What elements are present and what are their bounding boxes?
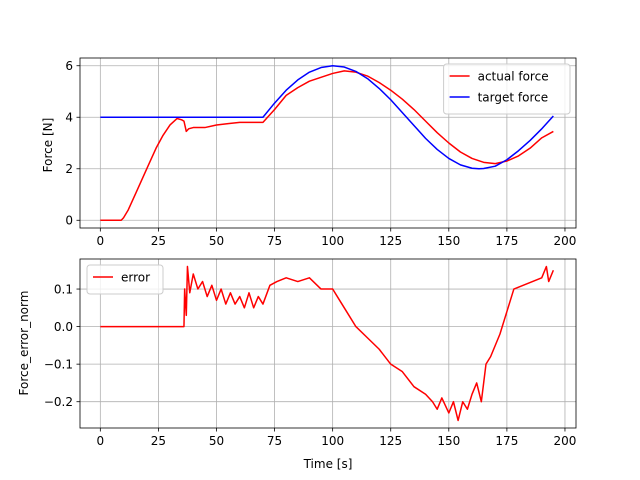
top-y-tick-label: 0	[65, 214, 73, 228]
bottom-x-tick-label: 0	[97, 434, 105, 448]
bottom-x-tick-label: 75	[267, 434, 282, 448]
bottom-x-tick-label: 125	[379, 434, 402, 448]
legend-entry-label: error	[121, 270, 150, 284]
top-y-axis-label: Force [N]	[41, 118, 55, 173]
bottom-x-tick-label: 150	[437, 434, 460, 448]
top-x-tick-label: 125	[379, 234, 402, 248]
series-line-target-force	[100, 64, 554, 170]
top-x-tick-label: 150	[437, 234, 460, 248]
bottom-x-axis-label: Time [s]	[303, 457, 353, 471]
legend-box	[86, 264, 164, 295]
top-x-tick-label: 25	[151, 234, 166, 248]
top-y-tick-label: 6	[65, 59, 73, 73]
bottom-x-tick-label: 200	[554, 434, 577, 448]
top-y-tick-label: 2	[65, 162, 73, 176]
series-line-actual-force	[100, 70, 554, 222]
top-x-tick-label: 175	[495, 234, 518, 248]
top-plot: Force [N] 0 25 50 75 100 125 150 175 200 0 2 4 6 actu…	[41, 57, 577, 248]
bottom-x-tick-label: 100	[321, 434, 344, 448]
legend-box	[443, 63, 571, 115]
series-line-error	[100, 265, 555, 422]
top-plot-frame	[79, 57, 577, 229]
bottom-x-tick-label: 25	[151, 434, 166, 448]
top-x-tick-label: 50	[209, 234, 224, 248]
legend-entry-label: actual force	[478, 69, 549, 83]
bottom-plot: Force_error_norm Time [s] 0 25 50 75 100 125 1…	[17, 258, 577, 471]
top-x-tick-label: 75	[267, 234, 282, 248]
top-x-tick-label: 200	[554, 234, 577, 248]
bottom-y-tick-label: 0.1	[54, 282, 73, 296]
bottom-y-tick-label: −0.1	[44, 357, 73, 371]
legend-entry-label: target force	[478, 90, 549, 104]
top-x-tick-label: 0	[97, 234, 105, 248]
top-legend: actual force target force	[443, 63, 571, 115]
bottom-x-tick-label: 50	[209, 434, 224, 448]
top-y-tick-label: 4	[65, 111, 73, 125]
bottom-plot-frame	[79, 258, 577, 429]
bottom-legend: error	[86, 264, 164, 295]
bottom-y-tick-label: 0.0	[54, 320, 73, 334]
bottom-y-axis-label: Force_error_norm	[17, 291, 31, 396]
top-x-tick-label: 100	[321, 234, 344, 248]
bottom-x-tick-label: 175	[495, 434, 518, 448]
bottom-y-tick-label: −0.2	[44, 395, 73, 409]
